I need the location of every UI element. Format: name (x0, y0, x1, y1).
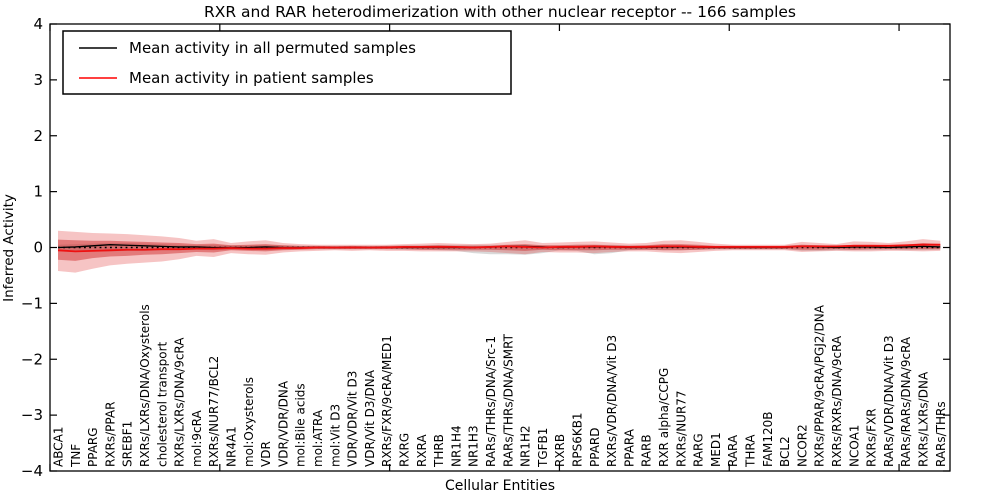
y-tick-labels: 4 3 2 1 0 −1 −2 −3 −4 (21, 15, 43, 480)
x-category-label: RPS6KB1 (571, 412, 585, 467)
y-tick-label: 1 (33, 183, 43, 201)
patient-inner-band (58, 239, 941, 261)
y-tick-label: −3 (21, 406, 43, 424)
permuted-spread-band (58, 243, 941, 255)
x-category-label: THRA (744, 434, 758, 468)
x-category-label: NCOR2 (795, 424, 809, 467)
x-category-label: RXRB (553, 434, 567, 467)
y-axis-label: Inferred Activity (1, 194, 17, 302)
x-category-label: RXRs/VDR/DNA/Vit D3 (605, 335, 619, 467)
x-category-label: PPARD (588, 428, 602, 468)
x-category-label: RXRs/LXRs/DNA (917, 371, 931, 467)
x-category-label: PPARA (622, 428, 636, 467)
chart-title: RXR and RAR heterodimerization with othe… (204, 3, 796, 21)
x-category-label: THRB (432, 434, 446, 468)
y-tick-label: 4 (33, 15, 43, 33)
x-category-label: mol:9cRA (190, 410, 204, 467)
x-category-label: mol:Vit D3 (328, 404, 342, 467)
patient-mean-line (57, 243, 941, 253)
x-category-label: RARs/THRs/DNA/SMRT (501, 333, 515, 467)
x-category-label: RXRs/LXRs/DNA/Oxysterols (138, 304, 152, 467)
y-tick-label: 3 (33, 71, 43, 89)
confidence-bands (58, 230, 941, 273)
x-category-label: mol:Oxysterols (242, 377, 256, 467)
y-tick-label: −2 (21, 350, 43, 368)
x-category-label: FAM120B (761, 412, 775, 468)
x-tick-labels: ABCA1 TNF PPARG RXRs/PPAR SREBF1 RXRs/LXRs/DN… (52, 304, 948, 468)
x-category-label: RXR alpha/CCPG (657, 368, 671, 467)
x-category-label: RXRs/LXRs/DNA/9cRA (173, 337, 187, 467)
x-category-label: RXRs/RXRs/DNA/9cRA (830, 335, 844, 467)
x-category-label: RARA (726, 434, 740, 467)
x-category-label: RXRG (398, 433, 412, 467)
y-tick-label: 2 (33, 127, 43, 145)
x-category-label: SREBF1 (121, 421, 135, 467)
x-category-label: BCL2 (778, 436, 792, 467)
x-category-label: NCOA1 (847, 425, 861, 467)
x-category-label: mol:Bile acids (294, 383, 308, 467)
x-category-label: RXRs/PPAR (103, 402, 117, 467)
legend: Mean activity in all permuted samples Me… (62, 30, 512, 95)
x-category-label: ABCA1 (52, 427, 66, 467)
x-category-label: NR4A1 (225, 426, 239, 467)
x-category-label: RXRs/NUR77/BCL2 (207, 356, 221, 467)
x-category-label: NR1H3 (467, 425, 481, 467)
x-category-label: RARs/THRs/DNA/Src-1 (484, 336, 498, 467)
y-tick-label: −1 (21, 294, 43, 312)
x-category-label: VDR/VDR/DNA (276, 380, 290, 467)
x-category-label: RXRA (415, 434, 429, 467)
legend-box (62, 30, 512, 95)
x-category-label: TGFB1 (536, 428, 550, 468)
x-category-label: cholesterol transport (155, 341, 169, 467)
y-tick-label: −4 (21, 462, 43, 480)
x-category-label: TNF (69, 444, 83, 468)
legend-label-patient-samples: Mean activity in patient samples (129, 69, 374, 87)
x-category-label: VDR/VDR/Vit D3 (346, 371, 360, 467)
x-category-label: RXRs/PPAR/9cRA/PGJ2/DNA (813, 304, 827, 467)
x-category-label: NR1H4 (449, 425, 463, 467)
legend-label-permuted-samples: Mean activity in all permuted samples (129, 39, 416, 57)
series-lines (57, 243, 941, 253)
x-category-label: RARB (640, 434, 654, 467)
x-category-label: RARG (692, 433, 706, 467)
x-category-label: RARs/RARs/DNA/9cRA (899, 336, 913, 467)
x-category-label: RXRs/NUR77 (674, 390, 688, 467)
x-category-label: RARs/VDR/DNA/Vit D3 (882, 335, 896, 467)
x-category-label: VDR/Vit D3/DNA (363, 369, 377, 467)
patient-outer-band (58, 230, 941, 273)
x-category-label: RXRs/FXR/9cRA/MED1 (380, 335, 394, 467)
y-tick-label: 0 (33, 239, 43, 257)
x-category-label: RARs/THRs (934, 401, 948, 467)
axis-ticks (49, 23, 950, 472)
x-category-label: mol:ATRA (311, 409, 325, 467)
x-axis-label: Cellular Entities (445, 478, 555, 494)
x-category-label: MED1 (709, 432, 723, 467)
x-category-label: NR1H2 (519, 425, 533, 467)
x-category-label: RXRs/FXR (865, 408, 879, 467)
x-category-label: PPARG (86, 427, 100, 467)
x-category-label: VDR (259, 441, 273, 467)
